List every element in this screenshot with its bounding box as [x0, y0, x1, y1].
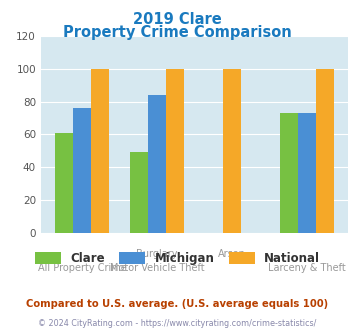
Bar	[298, 113, 316, 233]
Text: Motor Vehicle Theft: Motor Vehicle Theft	[110, 263, 204, 273]
Text: 2019 Clare: 2019 Clare	[133, 12, 222, 26]
Bar	[91, 69, 109, 233]
Bar	[166, 69, 184, 233]
Text: All Property Crime: All Property Crime	[38, 263, 126, 273]
Text: © 2024 CityRating.com - https://www.cityrating.com/crime-statistics/: © 2024 CityRating.com - https://www.city…	[38, 319, 317, 328]
Bar	[280, 113, 298, 233]
Text: Property Crime Comparison: Property Crime Comparison	[63, 25, 292, 40]
Bar	[223, 69, 241, 233]
Text: Compared to U.S. average. (U.S. average equals 100): Compared to U.S. average. (U.S. average …	[26, 299, 329, 309]
Bar	[73, 108, 91, 233]
Legend: Clare, Michigan, National: Clare, Michigan, National	[30, 247, 325, 270]
Bar	[130, 152, 148, 233]
Text: Arson: Arson	[218, 249, 246, 259]
Text: Burglary: Burglary	[136, 249, 178, 259]
Bar	[316, 69, 334, 233]
Bar	[55, 133, 73, 233]
Bar	[148, 95, 166, 233]
Text: Larceny & Theft: Larceny & Theft	[268, 263, 345, 273]
